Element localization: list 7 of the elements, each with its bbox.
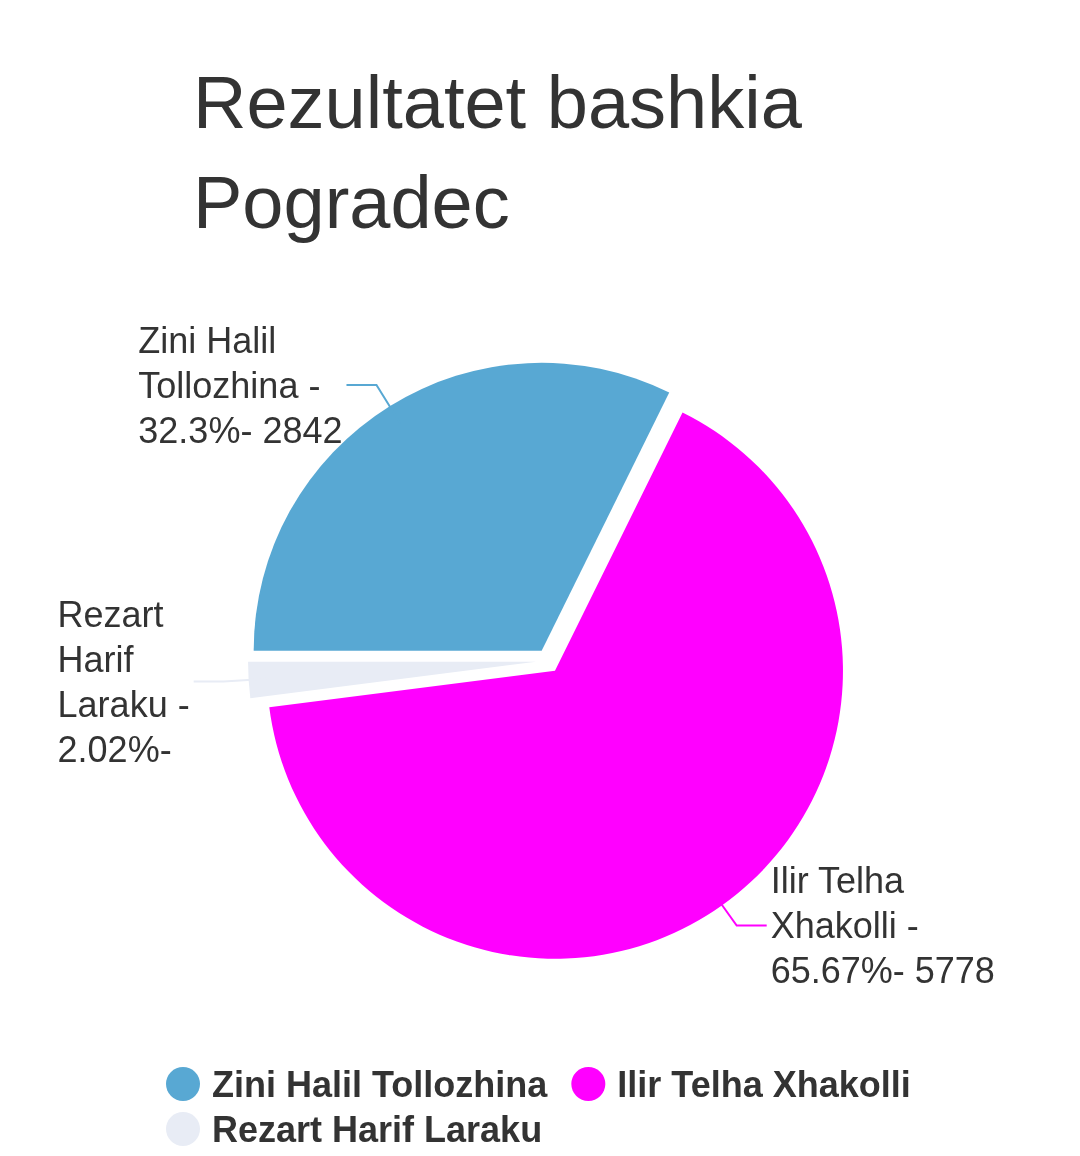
legend-label: Rezart Harif Laraku <box>212 1109 543 1150</box>
legend-label: Zini Halil Tollozhina <box>212 1064 549 1105</box>
text: Ilir Telha Xhakolli - 65.67%- 5778 <box>770 860 995 992</box>
text: Zini Halil Tollozhina - 32.3%- 2842 <box>138 319 343 451</box>
legend-label: Ilir Telha Xhakolli <box>617 1064 911 1105</box>
text: Rezart Harif Laraku - 2.02%- <box>57 593 190 770</box>
chart-title: Rezultatet bashkia Pogradec <box>193 61 803 244</box>
